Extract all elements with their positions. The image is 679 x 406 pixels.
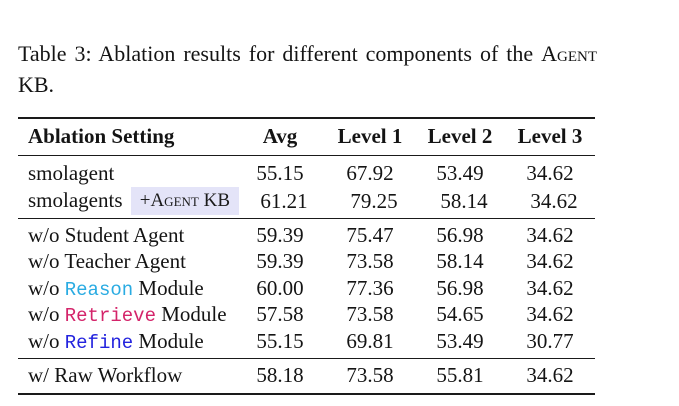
cell-value: 58.18 bbox=[256, 363, 304, 387]
column-header-level-1: Level 1 bbox=[337, 124, 403, 148]
cell-value: 34.62 bbox=[526, 363, 574, 387]
cell-value: 73.58 bbox=[346, 249, 394, 274]
caption-body: Ablation results for different component… bbox=[91, 41, 542, 66]
cell-value: 55.15 bbox=[256, 328, 304, 353]
module-name-refine: Refine bbox=[64, 331, 134, 354]
label-text: smolagent bbox=[28, 160, 115, 185]
column-header-ablation-setting: Ablation Setting bbox=[28, 124, 175, 148]
label-text: w/o bbox=[28, 302, 65, 327]
column-header-level-3: Level 3 bbox=[517, 124, 583, 148]
cell-value: 55.15 bbox=[256, 160, 304, 185]
caption-subject: Agent KB. bbox=[18, 41, 597, 97]
row-label: w/o Reason Module bbox=[18, 276, 235, 301]
module-name-reason: Reason bbox=[64, 278, 134, 301]
module-name-retrieve: Retrieve bbox=[64, 305, 156, 328]
table-row: w/o Teacher Agent 59.39 73.58 58.14 34.62 bbox=[18, 249, 595, 276]
label-text: w/o bbox=[28, 275, 65, 300]
table-row: smolagents +Agent KB 61.21 79.25 58.14 34.62 bbox=[18, 187, 595, 215]
cell-value: 67.92 bbox=[346, 160, 394, 185]
label-text: w/o Teacher Agent bbox=[28, 249, 186, 274]
table-header-row: Ablation Setting Avg Level 1 Level 2 Lev… bbox=[18, 119, 595, 156]
cell-value: 34.62 bbox=[526, 275, 574, 300]
label-text: Module bbox=[155, 302, 227, 327]
column-header-avg: Avg bbox=[262, 124, 298, 148]
cell-value: 56.98 bbox=[436, 222, 484, 247]
label-text: w/o Student Agent bbox=[28, 222, 185, 247]
table-row: w/o Reason Module 60.00 77.36 56.98 34.62 bbox=[18, 275, 595, 302]
table-row: smolagent 55.15 67.92 53.49 34.62 bbox=[18, 159, 595, 187]
cell-value: 30.77 bbox=[526, 328, 574, 353]
cell-value: 55.81 bbox=[436, 363, 484, 387]
cell-value: 56.98 bbox=[436, 275, 484, 300]
row-label: w/o Retrieve Module bbox=[18, 302, 235, 327]
cell-value: 79.25 bbox=[350, 188, 398, 213]
row-label: smolagent bbox=[18, 161, 235, 186]
cell-value: 53.49 bbox=[436, 328, 484, 353]
table-row: w/o Refine Module 55.15 69.81 53.49 30.77 bbox=[18, 328, 595, 355]
cell-value: 75.47 bbox=[346, 222, 394, 247]
cell-value: 34.62 bbox=[526, 249, 574, 274]
table-row: w/ Raw Workflow 58.18 73.58 55.81 34.62 bbox=[18, 362, 595, 390]
caption-label: Table 3: bbox=[18, 41, 92, 66]
column-header-level-2: Level 2 bbox=[427, 124, 493, 148]
label-text: smolagents bbox=[28, 188, 128, 212]
label-text: w/ Raw Workflow bbox=[28, 363, 183, 387]
row-label: w/o Refine Module bbox=[18, 329, 235, 354]
row-label: w/o Student Agent bbox=[18, 223, 235, 248]
label-text: Module bbox=[133, 328, 204, 353]
cell-value: 69.81 bbox=[346, 328, 394, 353]
cell-value: 60.00 bbox=[256, 275, 304, 300]
row-label: w/o Teacher Agent bbox=[18, 249, 235, 274]
table-row: w/o Retrieve Module 57.58 73.58 54.65 34.62 bbox=[18, 302, 595, 329]
cell-value: 58.14 bbox=[436, 249, 484, 274]
ablation-table: Ablation Setting Avg Level 1 Level 2 Lev… bbox=[18, 117, 595, 395]
label-text: Module bbox=[133, 275, 204, 300]
cell-value: 73.58 bbox=[346, 302, 394, 327]
cell-value: 58.14 bbox=[440, 188, 488, 213]
table-section-baseline: smolagent 55.15 67.92 53.49 34.62 smolagents … bbox=[18, 156, 595, 218]
table-section-ablations: w/o Student Agent 59.39 75.47 56.98 34.62 w/o… bbox=[18, 218, 595, 358]
cell-value: 54.65 bbox=[436, 302, 484, 327]
table-caption: Table 3: Ablation results for different … bbox=[18, 38, 597, 100]
cell-value: 34.62 bbox=[526, 302, 574, 327]
row-label: smolagents +Agent KB bbox=[18, 187, 239, 215]
row-label: w/ Raw Workflow bbox=[18, 363, 235, 388]
cell-value: 59.39 bbox=[256, 222, 304, 247]
table-row: w/o Student Agent 59.39 75.47 56.98 34.62 bbox=[18, 222, 595, 249]
table-section-workflow: w/ Raw Workflow 58.18 73.58 55.81 34.62 bbox=[18, 357, 595, 393]
cell-value: 77.36 bbox=[346, 275, 394, 300]
cell-value: 57.58 bbox=[256, 302, 304, 327]
cell-value: 73.58 bbox=[346, 363, 394, 387]
cell-value: 34.62 bbox=[526, 222, 574, 247]
cell-value: 34.62 bbox=[526, 160, 574, 185]
agent-kb-badge: +Agent KB bbox=[130, 187, 239, 215]
cell-value: 61.21 bbox=[260, 188, 308, 213]
label-text: w/o bbox=[28, 328, 65, 353]
cell-value: 34.62 bbox=[530, 188, 578, 213]
cell-value: 59.39 bbox=[256, 249, 304, 274]
cell-value: 53.49 bbox=[436, 160, 484, 185]
